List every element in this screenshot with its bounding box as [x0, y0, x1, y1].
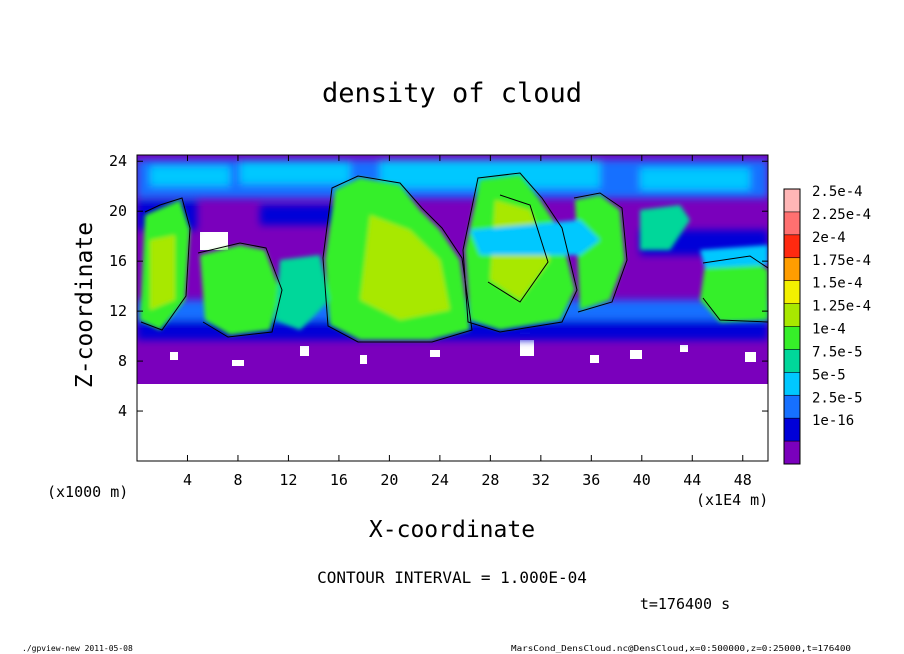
chart-title: density of cloud: [322, 78, 582, 109]
colorbar: 2.5e-4 2.25e-4 2e-4 1.75e-4 1.5e-4 1.25e-4 1e-…: [783, 184, 871, 465]
colorbar-label: 1e-4: [812, 322, 846, 338]
x-tick-label: 36: [582, 471, 600, 489]
colorbar-label: 1.25e-4: [812, 299, 871, 315]
x-axis: 4 8 12 16 20 24 28 32 36 40 44 48: [183, 155, 752, 489]
colorbar-label: 7.5e-5: [812, 344, 863, 360]
x-tick-label: 32: [532, 471, 550, 489]
colorbar-swatch: [784, 211, 800, 236]
x-tick-label: 20: [380, 471, 398, 489]
colorbar-swatch: [784, 303, 800, 327]
time-label: t=176400 s: [640, 595, 730, 613]
colorbar-label: 2e-4: [812, 230, 846, 246]
y-tick-label: 20: [109, 202, 127, 220]
y-tick-label: 8: [118, 352, 127, 370]
footer-right: MarsCond_DensCloud.nc@DensCloud,x=0:5000…: [511, 644, 851, 653]
x-tick-label: 28: [481, 471, 499, 489]
colorbar-swatch: [784, 418, 800, 442]
colorbar-label: 1.5e-4: [812, 276, 863, 292]
x-axis-label: X-coordinate: [369, 517, 535, 543]
y-axis-label: Z-coordinate: [72, 222, 98, 388]
x-tick-label: 16: [330, 471, 348, 489]
y-tick-label: 12: [109, 302, 127, 320]
colorbar-label: 5e-5: [812, 367, 846, 383]
convective-cells: [140, 175, 768, 340]
colorbar-swatch: [784, 326, 800, 350]
x-tick-label: 48: [734, 471, 752, 489]
plot-frame: [136, 154, 769, 462]
y-tick-label: 24: [109, 152, 127, 170]
x-tick-label: 8: [233, 471, 242, 489]
colorbar-label: 1.75e-4: [812, 253, 871, 269]
x-unit-left-label: (x1000 m): [47, 483, 128, 501]
colorbar-swatch: [784, 234, 800, 259]
colorbar-label: 2.5e-5: [812, 390, 863, 406]
y-tick-label: 16: [109, 252, 127, 270]
x-tick-label: 44: [683, 471, 701, 489]
x-tick-label: 12: [279, 471, 297, 489]
colorbar-label: 1e-16: [812, 413, 854, 429]
x-tick-label: 40: [633, 471, 651, 489]
colorbar-swatch: [784, 280, 800, 305]
colorbar-swatch: [784, 189, 800, 213]
colorbar-swatch: [784, 349, 800, 373]
x-tick-label: 4: [183, 471, 192, 489]
heatmap-field: [137, 155, 768, 461]
colorbar-swatch: [784, 257, 800, 282]
contour-lines: [140, 172, 768, 343]
y-tick-label: 4: [118, 402, 127, 420]
colorbar-label: 2.25e-4: [812, 207, 871, 223]
colorbar-swatch: [784, 395, 800, 419]
colorbar-swatch: [784, 372, 800, 396]
x-unit-right-label: (x1E4 m): [696, 491, 768, 509]
colorbar-label: 2.5e-4: [812, 184, 863, 200]
contour-interval-text: CONTOUR INTERVAL = 1.000E-04: [317, 568, 587, 587]
colorbar-swatch: [784, 441, 800, 465]
x-tick-label: 24: [431, 471, 449, 489]
y-axis: 4 8 12 16 20 24: [109, 152, 768, 420]
footer-left: ./gpview-new 2011-05-08: [22, 644, 133, 653]
